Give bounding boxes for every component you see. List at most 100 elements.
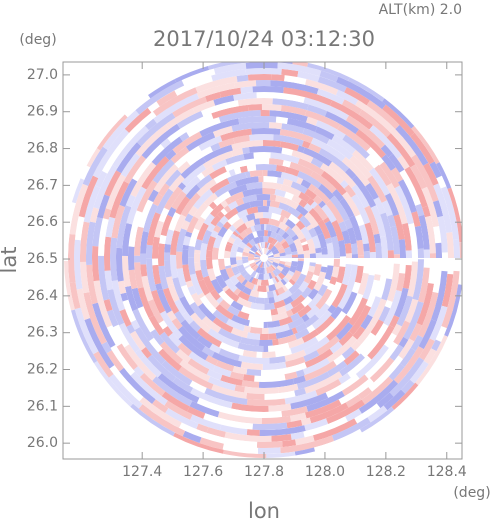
- radar-cell: [338, 239, 346, 257]
- radar-cell: [231, 402, 269, 412]
- radar-cell: [141, 275, 154, 302]
- radar-cell: [125, 285, 138, 312]
- radar-cell: [258, 249, 263, 255]
- radar-cell: [227, 172, 247, 184]
- radar-cell: [252, 231, 258, 239]
- radar-cell: [220, 233, 230, 246]
- radar-cell: [224, 243, 233, 252]
- radar-cell: [431, 339, 442, 352]
- radar-cell: [185, 184, 201, 200]
- radar-cell: [398, 239, 406, 258]
- radar-cell: [322, 278, 331, 287]
- radar-cell: [234, 281, 246, 292]
- radar-cell: [172, 328, 183, 340]
- radar-cell: [196, 222, 209, 241]
- radar-cell: [277, 334, 297, 345]
- radar-cell: [111, 204, 126, 239]
- radar-cell: [281, 265, 291, 275]
- radar-cell: [262, 182, 282, 190]
- radar-cell: [254, 374, 286, 382]
- radar-cell: [189, 380, 207, 394]
- radar-cell: [150, 329, 165, 346]
- radar-cell: [351, 184, 370, 209]
- radar-cell: [272, 98, 309, 111]
- radar-cell: [290, 312, 301, 322]
- radar-cell: [249, 170, 263, 178]
- radar-cell: [224, 197, 232, 205]
- radar-cell: [244, 219, 256, 229]
- radar-cell: [280, 209, 292, 219]
- radar-cell: [307, 288, 319, 300]
- radar-cell: [345, 408, 362, 422]
- radar-cell: [164, 252, 171, 261]
- radar-cell: [262, 170, 268, 177]
- radar-cell: [160, 138, 172, 149]
- radar-cell: [423, 348, 437, 365]
- radar-cell: [172, 277, 185, 299]
- radar-cell: [315, 321, 338, 342]
- radar-cell: [300, 226, 313, 241]
- radar-cell: [204, 292, 220, 309]
- radar-cell: [316, 88, 345, 105]
- radar-cell: [306, 197, 315, 206]
- radar-cell: [128, 210, 143, 247]
- radar-cell: [279, 260, 286, 266]
- radar-cell: [252, 422, 288, 430]
- radar-cell: [183, 235, 191, 246]
- radar-cell: [242, 286, 252, 296]
- x-tick-label: 128.0: [305, 464, 345, 480]
- radar-cell: [284, 166, 300, 177]
- radar-cell: [219, 342, 244, 356]
- radar-cell: [377, 298, 387, 312]
- radar-cell: [151, 399, 169, 414]
- radar-cell: [321, 254, 328, 258]
- radar-cell: [220, 437, 258, 448]
- radar-cell: [249, 249, 256, 254]
- radar-cell: [435, 326, 447, 343]
- radar-cell: [274, 276, 280, 283]
- radar-cell: [354, 403, 381, 424]
- radar-cell: [256, 441, 283, 448]
- radar-cell: [302, 147, 333, 167]
- radar-cell: [298, 191, 311, 203]
- radar-cell: [407, 261, 418, 298]
- radar-cell: [241, 215, 249, 224]
- radar-cell: [233, 287, 241, 296]
- radar-cell: [119, 178, 138, 207]
- radar-cell: [259, 242, 262, 249]
- radar-cell: [387, 263, 400, 302]
- radar-cell: [225, 267, 235, 279]
- radar-cell: [284, 349, 307, 362]
- radar-cell: [182, 264, 192, 283]
- radar-cell: [393, 320, 411, 346]
- radar-cell: [390, 167, 404, 183]
- radar-cell: [259, 425, 306, 436]
- radar-cell: [297, 145, 305, 153]
- radar-cell: [313, 276, 325, 292]
- radar-cell: [246, 332, 261, 340]
- radar-cell: [295, 220, 306, 231]
- radar-cell: [215, 360, 235, 372]
- radar-cell: [252, 236, 261, 245]
- radar-cell: [253, 315, 273, 322]
- radar-cell: [235, 197, 245, 207]
- radar-cell: [403, 301, 424, 340]
- radar-cell: [284, 226, 290, 233]
- radar-cell: [351, 254, 358, 258]
- radar-cell: [224, 278, 236, 291]
- radar-cell: [263, 273, 271, 280]
- radar-cell: [278, 247, 286, 254]
- radar-cell: [242, 349, 257, 358]
- radar-cell: [297, 170, 322, 189]
- radar-cell: [274, 267, 282, 275]
- radar-cell: [271, 311, 289, 322]
- radar-cell: [259, 248, 263, 255]
- radar-cell: [109, 180, 130, 219]
- radar-cell: [236, 223, 248, 234]
- radar-cell: [169, 254, 179, 279]
- radar-cell: [341, 374, 369, 397]
- radar-cell: [339, 179, 349, 189]
- radar-cell: [348, 297, 368, 326]
- radar-cell: [274, 233, 285, 243]
- radar-cell: [244, 280, 255, 291]
